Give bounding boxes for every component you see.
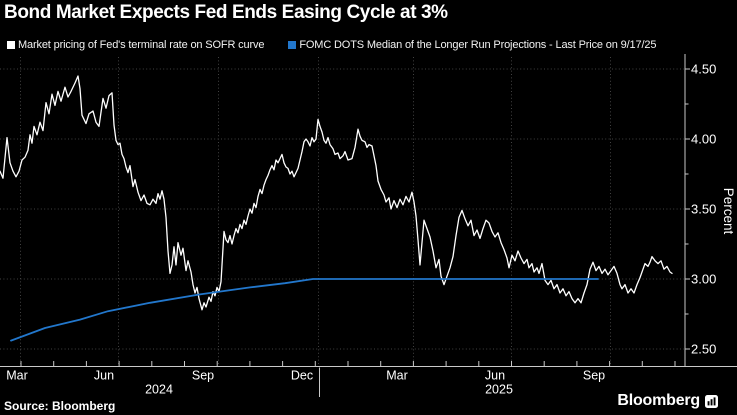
y-axis-label: 3.00 — [691, 272, 716, 287]
legend-label-sofr: Market pricing of Fed's terminal rate on… — [18, 39, 265, 51]
legend-item-market-pricing: Market pricing of Fed's terminal rate on… — [7, 39, 264, 51]
y-axis-label: 4.00 — [691, 132, 716, 147]
y-axis-label: 4.50 — [691, 62, 716, 77]
legend-item-fomc-dots: FOMC DOTS Median of the Longer Run Proje… — [288, 39, 656, 51]
x-axis-year-label: 2025 — [485, 383, 513, 397]
bloomberg-logo-text: Bloomberg — [617, 392, 700, 409]
x-axis-month-label: Mar — [6, 369, 28, 383]
y-axis-title: Percent — [721, 188, 736, 235]
chart-title: Bond Market Expects Fed Ends Easing Cycl… — [4, 2, 448, 23]
x-axis-month-label: Mar — [386, 369, 408, 383]
y-axis-label: 3.50 — [691, 202, 716, 217]
source-attribution: Source: Bloomberg — [4, 399, 116, 413]
series-sofr-terminal-rate-line — [0, 75, 673, 311]
bar-chart-icon — [705, 394, 718, 408]
x-axis-month-label: Sep — [583, 369, 605, 383]
bloomberg-logo: Bloomberg — [617, 392, 718, 410]
x-axis-month-label: Jun — [94, 369, 114, 383]
x-axis-month-label: Sep — [192, 369, 214, 383]
x-axis-month-label: Dec — [291, 369, 313, 383]
series-fomc-dots-median-line — [10, 278, 599, 342]
x-axis-year-label: 2024 — [145, 383, 173, 397]
legend-label-fomc-dots: FOMC DOTS Median of the Longer Run Proje… — [299, 39, 657, 51]
x-axis-month-label: Jun — [485, 369, 505, 383]
y-axis-label: 2.50 — [691, 342, 716, 357]
legend-marker-sofr-icon — [7, 41, 15, 49]
legend-marker-fomc-dots-icon — [288, 41, 297, 49]
legend: Market pricing of Fed's terminal rate on… — [7, 39, 656, 51]
